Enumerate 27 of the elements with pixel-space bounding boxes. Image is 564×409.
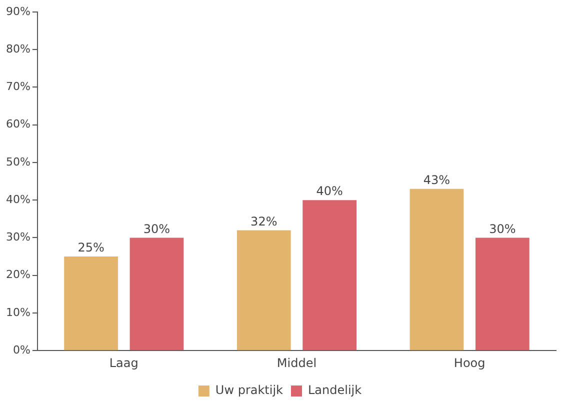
legend-label: Landelijk — [308, 383, 362, 398]
bar — [130, 238, 184, 350]
x-tick-label: Hoog — [454, 356, 486, 370]
x-tick-label: Middel — [276, 356, 317, 370]
bar — [302, 200, 356, 350]
y-tick-label: 60% — [6, 118, 30, 131]
bar — [410, 188, 464, 350]
y-tick-label: 30% — [6, 230, 30, 244]
data-label: 43% — [423, 172, 450, 187]
bar — [64, 256, 118, 350]
bar — [236, 230, 291, 350]
data-label: 30% — [143, 222, 170, 236]
y-tick-label: 90% — [6, 4, 30, 18]
y-tick-label: 20% — [6, 268, 30, 282]
y-tick-label: 0% — [12, 343, 30, 356]
y-tick-label: 10% — [6, 306, 30, 319]
data-label: 25% — [78, 240, 104, 255]
bar — [475, 238, 530, 350]
y-tick-label: 80% — [6, 42, 30, 56]
data-label: 32% — [250, 214, 278, 228]
legend-label: Uw praktijk — [215, 383, 284, 398]
y-tick-label: 70% — [6, 80, 30, 94]
data-label: 40% — [316, 184, 343, 198]
data-label: 30% — [489, 222, 516, 236]
y-tick-label: 50% — [6, 155, 30, 168]
x-tick-label: Laag — [109, 356, 138, 370]
y-tick-label: 40% — [6, 192, 30, 206]
